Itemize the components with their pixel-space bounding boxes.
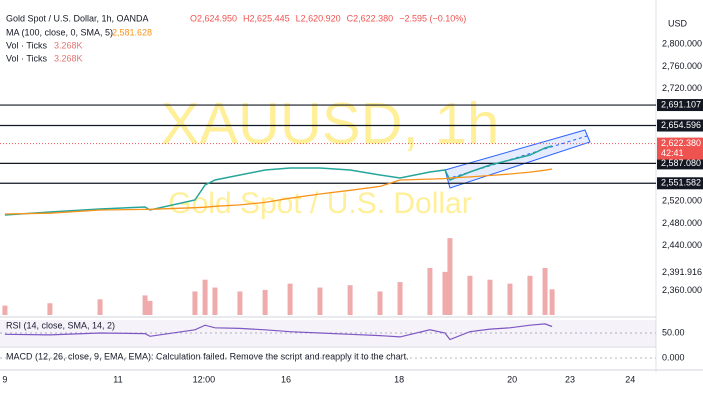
ohlc-value: L2,620.920: [296, 13, 341, 23]
x-tick-label: 23: [565, 374, 575, 384]
x-tick-label: 18: [394, 374, 404, 384]
ohlc-value: H2,625.445: [243, 13, 290, 23]
level-label-box: [657, 119, 703, 132]
currency: USD: [668, 18, 688, 28]
volume-bar: [427, 267, 433, 315]
volume-bar: [549, 289, 555, 315]
watermark-subtitle: Gold Spot / U.S. Dollar: [168, 187, 471, 220]
vol-legend: Vol · Ticks: [6, 40, 48, 50]
ohlc-value: −2.595 (−0.10%): [399, 13, 466, 23]
vol-legend: Vol · Ticks: [6, 53, 48, 63]
volume-bar: [192, 291, 198, 315]
volume-bar: [147, 300, 153, 315]
volume-bar: [237, 291, 243, 315]
x-tick-label: 9: [2, 374, 7, 384]
y-tick-label: 2,360.000: [662, 285, 702, 295]
ohlc-value: C2,622.380: [347, 13, 394, 23]
volume-bar: [202, 279, 208, 315]
current-price-box: [657, 137, 703, 160]
y-tick-label: 2,720.000: [662, 83, 702, 93]
volume-bar: [142, 295, 148, 315]
watermark: XAUUSD, 1h: [161, 91, 499, 156]
x-tick-label: 12:00: [193, 374, 216, 384]
volume-bar: [397, 282, 403, 315]
y-tick-label: 50.00: [662, 327, 685, 337]
ma-value: 2,581.628: [112, 27, 152, 37]
vol-value: 3.268K: [54, 53, 83, 63]
volume-bar: [262, 289, 268, 315]
ohlc-value: O2,624.950: [190, 13, 237, 23]
volume-bar: [487, 279, 493, 315]
volume-bar: [467, 275, 473, 315]
vol-value: 3.268K: [54, 40, 83, 50]
series-line: [4, 323, 553, 341]
x-tick-label: 16: [281, 374, 291, 384]
y-tick-label: 2,480.000: [662, 218, 702, 228]
volume-bar: [212, 287, 218, 315]
volume-bar: [377, 291, 383, 315]
level-label-box: [657, 157, 703, 170]
volume-bar: [507, 283, 513, 315]
volume-bar: [527, 275, 533, 315]
y-tick-label: 2,440.000: [662, 240, 702, 250]
series-line: [4, 168, 553, 215]
volume-bar: [347, 285, 353, 315]
volume-bar: [97, 299, 103, 315]
volume-bar: [47, 303, 53, 315]
volume-bar: [287, 283, 293, 315]
level-label-box: [657, 177, 703, 190]
y-tick-label: 2,800.000: [662, 38, 702, 48]
symbol-title: Gold Spot / U.S. Dollar, 1h, OANDA: [6, 13, 149, 23]
x-tick-label: 20: [507, 374, 517, 384]
level-label: 2,551.582: [661, 178, 701, 188]
rsi-legend: RSI (14, close, SMA, 14, 2): [6, 320, 115, 330]
ma-legend: MA (100, close, 0, SMA, 5): [6, 27, 113, 37]
countdown-label: 42:41: [661, 148, 684, 158]
x-tick-label: 24: [625, 374, 635, 384]
level-label: 2,654.596: [661, 120, 701, 130]
y-tick-label: 0.000: [662, 352, 685, 362]
macd-legend: MACD (12, 26, close, 9, EMA, EMA): Calcu…: [6, 351, 409, 361]
volume-bar: [447, 238, 453, 315]
volume-bar: [2, 305, 8, 315]
x-tick-label: 11: [113, 374, 122, 384]
volume-bar: [542, 267, 548, 315]
level-label-box: [657, 99, 703, 112]
parallel-channel[interactable]: [444, 129, 591, 189]
level-label: 2,691.107: [661, 99, 701, 109]
y-tick-label: 2,760.000: [662, 61, 702, 71]
y-tick-label: 2,520.000: [662, 195, 702, 205]
volume-bar: [442, 271, 448, 315]
level-label: 2,587.080: [661, 158, 701, 168]
current-price-label: 2,622.380: [661, 138, 701, 148]
price-label: 2,391.916: [662, 267, 702, 277]
volume-bar: [317, 287, 323, 315]
